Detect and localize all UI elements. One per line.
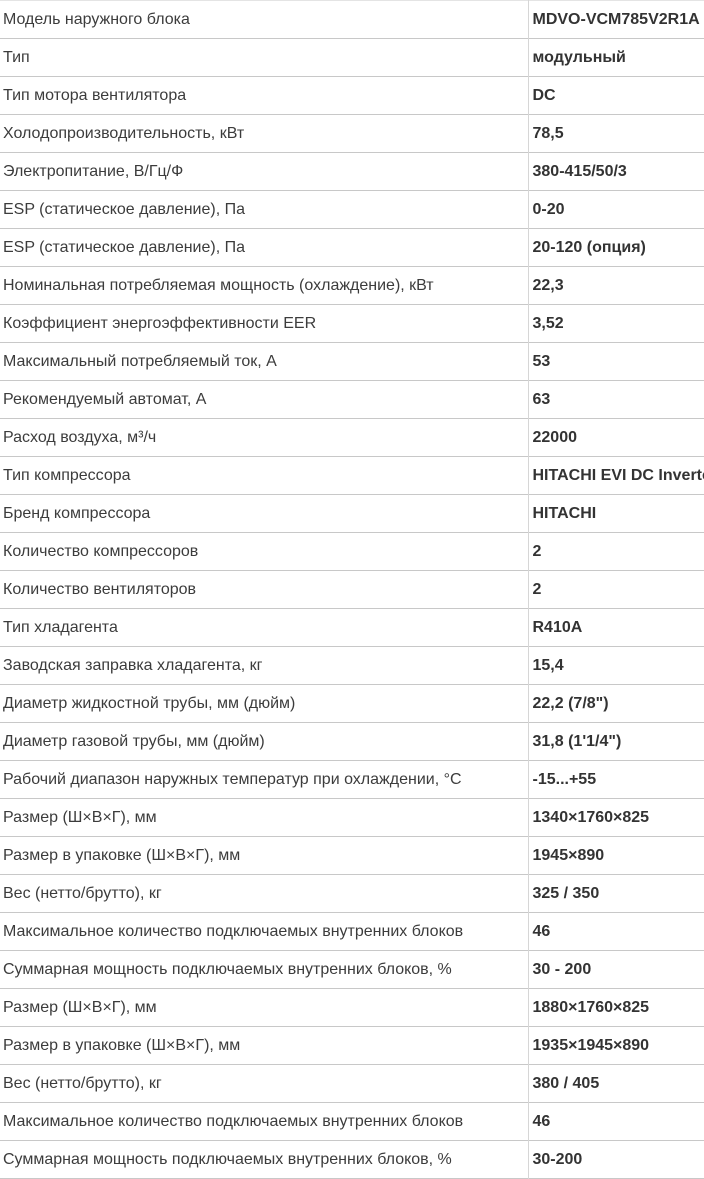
table-row: Номинальная потребляемая мощность (охлаж…: [0, 266, 704, 305]
spec-value: 20-120 (опция): [527, 228, 704, 267]
spec-value: 30-200: [527, 1140, 704, 1179]
spec-value: 0-20: [527, 190, 704, 229]
table-row: Размер (Ш×В×Г), мм 1880×1760×825: [0, 988, 704, 1027]
spec-label: Количество вентиляторов: [3, 580, 197, 598]
table-row: Диаметр газовой трубы, мм (дюйм) 31,8 (1'…: [0, 722, 704, 761]
table-row: Суммарная мощность подключаемых внутренн…: [0, 950, 704, 989]
spec-label: Количество компрессоров: [3, 542, 199, 560]
table-row: Размер (Ш×В×Г), мм 1340×1760×825: [0, 798, 704, 837]
table-row: Количество вентиляторов 2: [0, 570, 704, 609]
table-row: Размер в упаковке (Ш×В×Г), мм 1935×1945×8…: [0, 1026, 704, 1065]
table-row: Максимальное количество подключаемых вну…: [0, 912, 704, 951]
spec-value: 1880×1760×825: [527, 988, 704, 1027]
spec-value: 2: [527, 532, 704, 571]
table-row: Тип хладагента R410A: [0, 608, 704, 647]
spec-label: Суммарная мощность подключаемых внутренн…: [3, 1150, 452, 1168]
table-row: Рабочий диапазон наружных температур при…: [0, 760, 704, 799]
spec-value: 46: [527, 912, 704, 951]
table-row: Рекомендуемый автомат, А 63: [0, 380, 704, 419]
spec-value: -15...+55: [527, 760, 704, 799]
spec-label: Тип мотора вентилятора: [3, 86, 187, 104]
spec-label: Диаметр жидкостной трубы, мм (дюйм): [3, 694, 296, 712]
spec-label: Размер (Ш×В×Г), мм: [3, 998, 157, 1016]
table-row: Тип компрессора HITACHI EVI DC Inverter: [0, 456, 704, 495]
spec-label: Суммарная мощность подключаемых внутренн…: [3, 960, 452, 978]
spec-label: Номинальная потребляемая мощность (охлаж…: [3, 276, 434, 294]
spec-value: 22000: [527, 418, 704, 457]
spec-value: 31,8 (1'1/4"): [527, 722, 704, 761]
spec-value: 380-415/50/3: [527, 152, 704, 191]
spec-value: DC: [527, 76, 704, 115]
spec-label: Рабочий диапазон наружных температур при…: [3, 770, 462, 788]
spec-value: 2: [527, 570, 704, 609]
spec-label: Модель наружного блока: [3, 10, 190, 28]
spec-label: Рекомендуемый автомат, А: [3, 390, 207, 408]
spec-value: 15,4: [527, 646, 704, 685]
spec-value: 1340×1760×825: [527, 798, 704, 837]
spec-label: Максимальный потребляемый ток, А: [3, 352, 277, 370]
spec-label: Вес (нетто/брутто), кг: [3, 1074, 162, 1092]
table-row: Вес (нетто/брутто), кг 325 / 350: [0, 874, 704, 913]
table-row: Вес (нетто/брутто), кг 380 / 405: [0, 1064, 704, 1103]
spec-value: модульный: [527, 38, 704, 77]
spec-label: Бренд компрессора: [3, 504, 151, 522]
spec-value: 22,2 (7/8"): [527, 684, 704, 723]
table-row: Модель наружного блока MDVO-VCM785V2R1A: [0, 0, 704, 39]
table-row: Количество компрессоров 2: [0, 532, 704, 571]
spec-label: Размер в упаковке (Ш×В×Г), мм: [3, 846, 241, 864]
spec-value: 63: [527, 380, 704, 419]
spec-value: 380 / 405: [527, 1064, 704, 1103]
table-row: Тип модульный: [0, 38, 704, 77]
spec-label: Тип хладагента: [3, 618, 118, 636]
spec-label: Диаметр газовой трубы, мм (дюйм): [3, 732, 265, 750]
table-row: ESP (статическое давление), Па 0-20: [0, 190, 704, 229]
spec-value: 46: [527, 1102, 704, 1141]
table-row: Электропитание, В/Гц/Ф 380-415/50/3: [0, 152, 704, 191]
spec-value: 325 / 350: [527, 874, 704, 913]
spec-label: Максимальное количество подключаемых вну…: [3, 1112, 464, 1130]
spec-label: Размер (Ш×В×Г), мм: [3, 808, 157, 826]
spec-label: Коэффициент энергоэффективности EER: [3, 314, 317, 332]
spec-label: ESP (статическое давление), Па: [3, 200, 246, 218]
table-row: Диаметр жидкостной трубы, мм (дюйм) 22,2 …: [0, 684, 704, 723]
table-row: Максимальное количество подключаемых вну…: [0, 1102, 704, 1141]
spec-value: R410A: [527, 608, 704, 647]
spec-value: 1935×1945×890: [527, 1026, 704, 1065]
spec-value: HITACHI: [527, 494, 704, 533]
spec-label: Заводская заправка хладагента, кг: [3, 656, 263, 674]
spec-label: Тип: [3, 48, 30, 66]
spec-label: Холодопроизводительность, кВт: [3, 124, 245, 142]
table-row: Тип мотора вентилятора DC: [0, 76, 704, 115]
spec-value: 3,52: [527, 304, 704, 343]
spec-value: 30 - 200: [527, 950, 704, 989]
table-row: Коэффициент энергоэффективности EER 3,52: [0, 304, 704, 343]
spec-label: Электропитание, В/Гц/Ф: [3, 162, 184, 180]
spec-label: Вес (нетто/брутто), кг: [3, 884, 162, 902]
table-row: Максимальный потребляемый ток, А 53: [0, 342, 704, 381]
table-row: ESP (статическое давление), Па 20-120 (оп…: [0, 228, 704, 267]
spec-value: 22,3: [527, 266, 704, 305]
table-row: Заводская заправка хладагента, кг 15,4: [0, 646, 704, 685]
table-row: Бренд компрессора HITACHI: [0, 494, 704, 533]
spec-label: ESP (статическое давление), Па: [3, 238, 246, 256]
spec-value: 1945×890: [527, 836, 704, 875]
spec-label: Максимальное количество подключаемых вну…: [3, 922, 464, 940]
spec-value: HITACHI EVI DC Inverter: [527, 456, 704, 495]
table-row: Размер в упаковке (Ш×В×Г), мм 1945×890: [0, 836, 704, 875]
spec-value: MDVO-VCM785V2R1A: [527, 0, 704, 39]
spec-value: 53: [527, 342, 704, 381]
table-row: Суммарная мощность подключаемых внутренн…: [0, 1140, 704, 1179]
table-row: Холодопроизводительность, кВт 78,5: [0, 114, 704, 153]
spec-value: 78,5: [527, 114, 704, 153]
spec-label: Тип компрессора: [3, 466, 131, 484]
spec-label: Размер в упаковке (Ш×В×Г), мм: [3, 1036, 241, 1054]
table-row: Расход воздуха, м³/ч 22000: [0, 418, 704, 457]
spec-label: Расход воздуха, м³/ч: [3, 428, 157, 446]
